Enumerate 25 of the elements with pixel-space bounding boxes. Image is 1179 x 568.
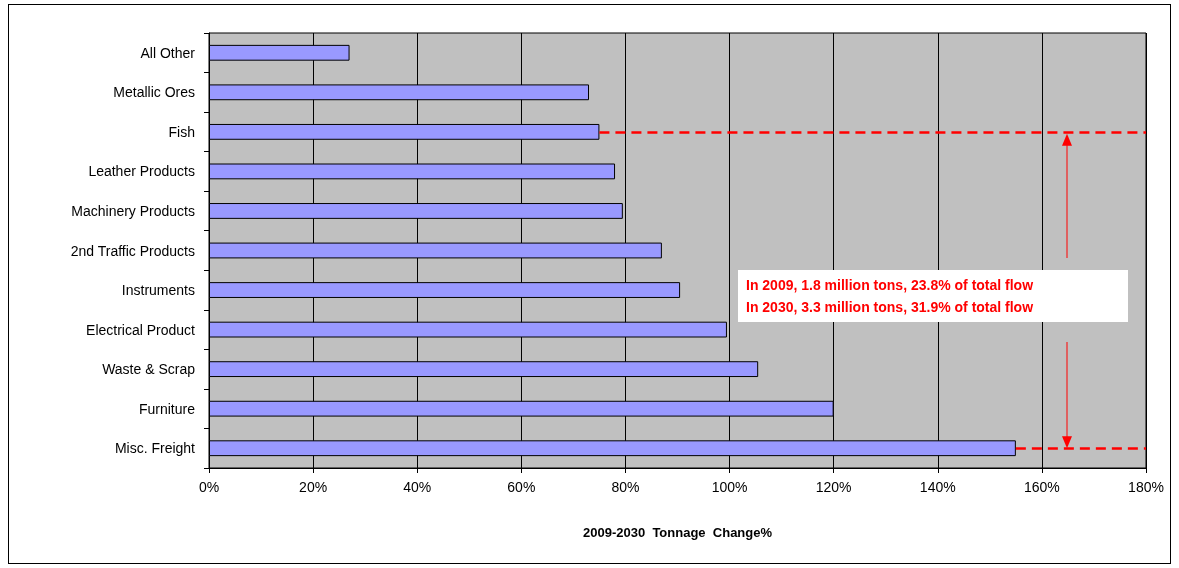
x-tick-label: 60% [507,479,536,495]
x-tick-label: 140% [919,479,956,495]
y-tick-label: All Other [140,44,196,61]
y-tick-label: Fish [168,123,195,140]
x-tick-label: 160% [1023,479,1060,495]
y-tick-label: Machinery Products [71,202,195,219]
y-tick-label: Metallic Ores [113,84,195,101]
x-tick-label: 120% [815,479,852,495]
x-tick-label: 40% [403,479,432,495]
x-tick-label: 80% [611,479,640,495]
y-tick-label: Leather Products [88,163,195,180]
x-tick-label: 100% [711,479,748,495]
x-axis-title: 2009-2030 Tonnage Change% [582,525,773,540]
text-box: In 2009, 1.8 million tons, 23.8% of total flow In 2030, 3.3 million tons, 31.9% of total flow [738,270,1128,322]
x-tick-label: 20% [299,479,328,495]
x-tick-label: 180% [1128,479,1164,495]
annotation: In 2030, 3.3 million tons, 31.9% of total flow [746,298,1035,317]
y-tick-label: Misc. Freight [114,440,196,457]
y-tick-label: Waste & Scrap [102,361,196,378]
y-tick-label: Instruments [121,282,195,299]
x-tick-label: 0% [198,479,220,495]
y-tick-label: Furniture [138,400,196,417]
y-tick-label: Electrical Product [86,321,196,338]
annotation: In 2009, 1.8 million tons, 23.8% of total flow [746,276,1035,295]
y-tick-label: 2nd Traffic Products [70,242,195,259]
